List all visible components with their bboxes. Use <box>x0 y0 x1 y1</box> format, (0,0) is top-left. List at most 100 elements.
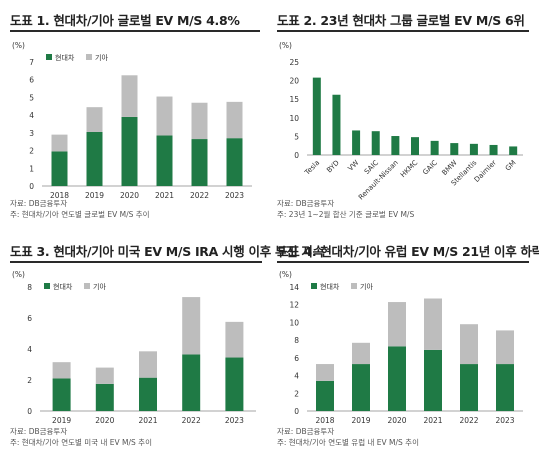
legend-swatch <box>46 54 52 60</box>
bar <box>156 96 173 136</box>
chart-note: 주: 현대차/기아 연도별 미국 내 EV M/S 추이 <box>10 438 152 447</box>
title-rule <box>10 30 260 32</box>
y-tick-label: 7 <box>29 58 34 67</box>
x-tick-label: 2023 <box>225 191 244 200</box>
x-tick-label: 2018 <box>50 191 69 200</box>
x-tick-label: BYD <box>325 159 341 175</box>
x-tick-label: VW <box>347 159 361 173</box>
bar <box>191 139 208 186</box>
y-tick-label: 4 <box>27 345 32 354</box>
y-tick-label: 14 <box>289 283 299 292</box>
y-tick-label: 8 <box>294 336 299 345</box>
chart-panel-2: 도표 2. 23년 현대차 그룹 글로벌 EV M/S 6위 (%) 0 5 10 15… <box>277 10 529 225</box>
bar <box>225 357 244 411</box>
chart-plot: (%) 0 2 4 6 8 10 12 14 현대차 기아 2018 2019 2020 2021 2022 2… <box>279 270 523 425</box>
chart-note: 주: 현대차/기아 연도별 유럽 내 EV M/S 추이 <box>277 438 419 447</box>
bar <box>509 146 518 155</box>
x-tick-label: Tesla <box>303 159 322 178</box>
legend-label: 기아 <box>93 282 106 291</box>
bar <box>316 364 334 381</box>
legend-label: 기아 <box>360 282 373 291</box>
bar <box>139 351 157 378</box>
chart-title: 도표 4. 현대차/기아 유럽 EV M/S 21년 이후 하락세 <box>277 244 539 259</box>
chart-footnote: 자료: DB금융투자 주: 현대차/기아 연도별 글로벌 EV M/S 추이 <box>10 198 150 220</box>
y-tick-label: 6 <box>27 314 32 323</box>
title-rule <box>277 261 529 263</box>
x-tick-label: 2020 <box>95 416 114 425</box>
bar <box>225 321 244 358</box>
y-tick-label: 4 <box>294 372 299 381</box>
bar <box>411 137 419 155</box>
y-tick-label: 0 <box>294 151 299 160</box>
x-tick-label: 2023 <box>495 416 514 425</box>
chart-plot: (%) 0 2 4 6 8 현대차 기아 2019 2020 2021 2022 2023 <box>12 270 256 425</box>
bar <box>352 130 361 155</box>
y-tick-label: 10 <box>289 114 299 123</box>
y-tick-label: 0 <box>27 407 32 416</box>
y-tick-label: 2 <box>27 376 32 385</box>
chart-title: 도표 2. 23년 현대차 그룹 글로벌 EV M/S 6위 <box>277 13 525 28</box>
title-rule <box>277 30 529 32</box>
bar <box>121 116 138 186</box>
x-tick-label: SAIC <box>363 159 380 176</box>
bar <box>312 77 321 155</box>
chart-title: 도표 1. 현대차/기아 글로벌 EV M/S 4.8% <box>10 13 240 28</box>
chart-note: 주: 현대차/기아 연도별 글로벌 EV M/S 추이 <box>10 210 150 219</box>
x-tick-label: GAIC <box>421 159 439 177</box>
y-tick-label: 6 <box>29 76 34 85</box>
y-tick-label: 3 <box>29 129 34 138</box>
y-tick-label: 12 <box>289 301 299 310</box>
chart-panel-4: 도표 4. 현대차/기아 유럽 EV M/S 21년 이후 하락세 (%) 0 2 4… <box>277 241 539 466</box>
legend-label: 현대차 <box>53 282 73 291</box>
bar <box>226 138 243 186</box>
bar <box>460 364 478 411</box>
y-tick-label: 8 <box>27 283 32 292</box>
legend-swatch <box>86 54 92 60</box>
x-tick-label: 2021 <box>423 416 442 425</box>
chart-footnote: 자료: DB금융투자 주: 현대차/기아 연도별 유럽 내 EV M/S 추이 <box>277 426 419 448</box>
chart-source: 자료: DB금융투자 <box>277 427 335 436</box>
bar <box>139 377 157 411</box>
bar <box>371 131 380 155</box>
y-tick-label: 6 <box>294 354 299 363</box>
bar <box>52 362 71 379</box>
bar <box>489 144 498 155</box>
bar <box>191 102 208 140</box>
bar <box>460 324 478 365</box>
bar <box>95 383 114 411</box>
legend-swatch <box>351 283 357 289</box>
legend-swatch <box>44 283 50 289</box>
chart-panel-3: 도표 3. 현대차/기아 미국 EV M/S IRA 시행 이후 부진 지속 (… <box>10 241 324 466</box>
x-tick-label: 2022 <box>459 416 478 425</box>
chart-panel-1: 도표 1. 현대차/기아 글로벌 EV M/S 4.8% (%) 0 1 2 3 4 5 6 7… <box>10 10 260 225</box>
title-rule <box>10 261 262 263</box>
chart-source: 자료: DB금융투자 <box>277 199 335 208</box>
bar <box>424 349 442 411</box>
x-tick-label: 2022 <box>190 191 209 200</box>
x-tick-label: Daimler <box>473 159 498 184</box>
bar <box>352 364 370 411</box>
x-tick-label: 2020 <box>120 191 139 200</box>
bar <box>352 342 370 365</box>
bar <box>86 131 103 186</box>
x-tick-label: 2021 <box>138 416 157 425</box>
y-unit-label: (%) <box>279 270 292 279</box>
legend-label: 현대차 <box>320 282 340 291</box>
bar <box>52 378 71 411</box>
bar <box>95 367 114 384</box>
chart-footnote: 자료: DB금융투자 주: 23년 1~2월 합산 기준 글로벌 EV M/S <box>277 198 414 220</box>
legend-swatch <box>311 283 317 289</box>
y-tick-label: 15 <box>289 95 299 104</box>
x-tick-label: 2020 <box>387 416 406 425</box>
y-unit-label: (%) <box>12 41 25 50</box>
bar <box>86 107 103 132</box>
y-tick-label: 2 <box>29 147 34 156</box>
y-unit-label: (%) <box>12 270 25 279</box>
y-tick-label: 5 <box>294 132 299 141</box>
y-tick-label: 0 <box>29 182 34 191</box>
bar <box>424 298 442 350</box>
x-tick-label: 2019 <box>52 416 71 425</box>
x-tick-label: 2023 <box>225 416 244 425</box>
bar <box>391 136 400 155</box>
